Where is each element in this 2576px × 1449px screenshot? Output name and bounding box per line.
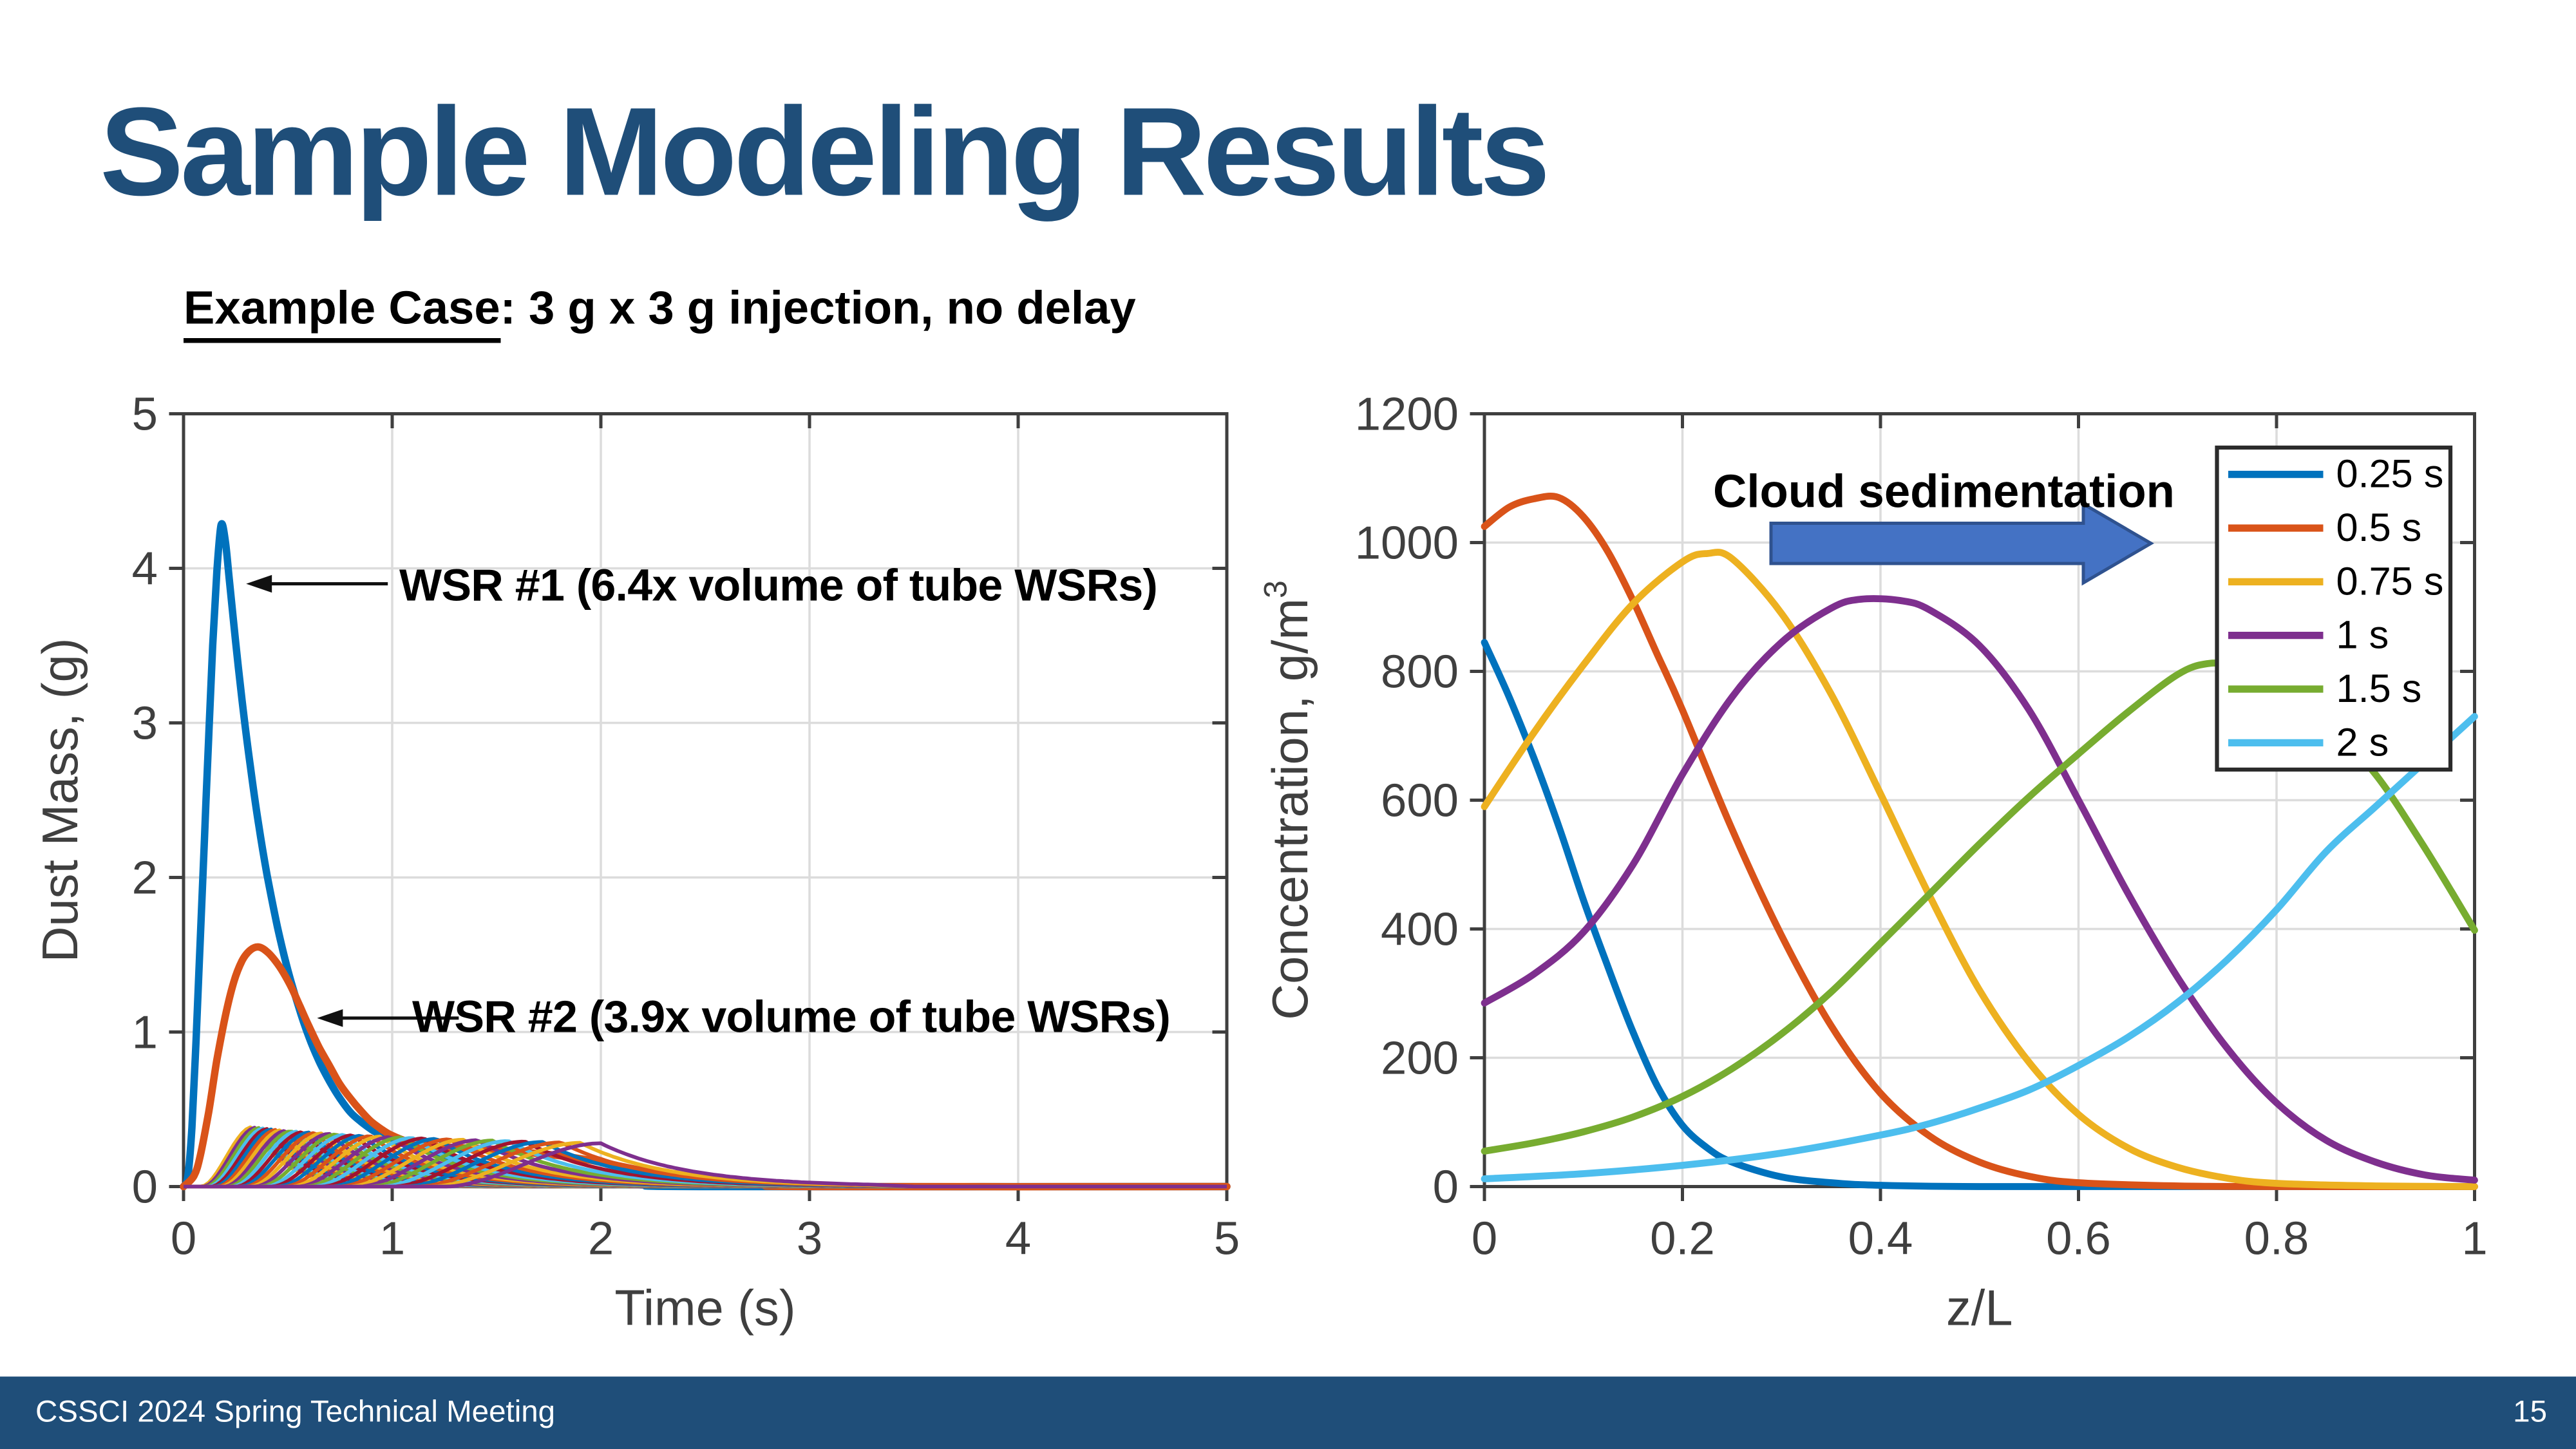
series-line-1-s bbox=[1481, 595, 2478, 1184]
y-tick-label: 5 bbox=[132, 388, 158, 440]
dust-mass-chart: 0 1 2 3 4 5 0 1 2 3 4 5 Time (s) Dust Mass, (g) bbox=[33, 388, 1240, 1336]
x-axis-label: Time (s) bbox=[614, 1281, 795, 1336]
y-tick-label: 1 bbox=[132, 1007, 158, 1059]
y-tick-label: 200 bbox=[1381, 1032, 1459, 1084]
x-tick-label: 1 bbox=[2461, 1213, 2487, 1265]
bundle-line bbox=[184, 1141, 1227, 1189]
y-tick-label: 400 bbox=[1381, 904, 1459, 956]
x-tick-label: 0.4 bbox=[1848, 1213, 1913, 1265]
y-tick-label: 3 bbox=[132, 697, 158, 750]
y-tick-label: 4 bbox=[132, 543, 158, 595]
y-tick-label: 0 bbox=[1433, 1161, 1459, 1213]
y-tick-label: 2 bbox=[132, 852, 158, 904]
y-axis-label: Concentration, g/m3 bbox=[1258, 580, 1319, 1020]
series-line-0-5-s bbox=[1481, 493, 2478, 1190]
x-tick-label: 1 bbox=[379, 1213, 405, 1265]
plot-box bbox=[182, 412, 1229, 1188]
cloud-sedimentation-label: Cloud sedimentation bbox=[1713, 467, 2175, 518]
page-number: 15 bbox=[2513, 1396, 2547, 1430]
subtitle-underlined-label: Example Case bbox=[184, 283, 500, 343]
x-tick-label: 0.6 bbox=[2046, 1213, 2111, 1265]
legend-label: 0.75 s bbox=[2336, 559, 2444, 603]
annotation-wsr2: WSR #2 (3.9x volume of tube WSRs) bbox=[412, 992, 1171, 1042]
subtitle-rest: : 3 g x 3 g injection, no delay bbox=[500, 283, 1136, 335]
y-tick-label: 0 bbox=[132, 1161, 158, 1213]
footer-text: CSSCI 2024 Spring Technical Meeting bbox=[35, 1396, 556, 1430]
x-tick-label: 0.2 bbox=[1650, 1213, 1715, 1265]
annotation-wsr1: WSR #1 (6.4x volume of tube WSRs) bbox=[399, 560, 1158, 611]
x-axis-label: z/L bbox=[1946, 1281, 2012, 1336]
x-tick-label: 3 bbox=[797, 1213, 822, 1265]
x-tick-label: 0 bbox=[1472, 1213, 1497, 1265]
legend-label: 0.5 s bbox=[2336, 506, 2422, 549]
y-tick-label: 1200 bbox=[1355, 388, 1459, 440]
series-line-2-s bbox=[1481, 713, 2478, 1182]
y-tick-label: 800 bbox=[1381, 646, 1459, 698]
x-tick-label: 5 bbox=[1214, 1213, 1240, 1265]
annotation-arrow-head bbox=[246, 574, 272, 593]
x-tick-label: 2 bbox=[588, 1213, 614, 1265]
legend-label: 1.5 s bbox=[2336, 667, 2422, 710]
x-tick-label: 0 bbox=[171, 1213, 196, 1265]
page-title: Sample Modeling Results bbox=[100, 80, 1550, 222]
legend-label: 1 s bbox=[2336, 613, 2389, 657]
series-line-0-75-s bbox=[1481, 549, 2478, 1190]
legend-box bbox=[2215, 445, 2453, 772]
y-tick-label: 1000 bbox=[1355, 517, 1459, 569]
legend-label: 2 s bbox=[2336, 720, 2389, 764]
footer-bar: CSSCI 2024 Spring Technical Meeting 15 bbox=[0, 1376, 2576, 1449]
x-tick-label: 4 bbox=[1005, 1213, 1031, 1265]
x-tick-label: 0.8 bbox=[2244, 1213, 2309, 1265]
series-line-0-25-s bbox=[1481, 639, 2478, 1190]
sedimentation-arrow bbox=[1769, 501, 2154, 586]
annotation-arrow-head bbox=[317, 1009, 343, 1027]
y-tick-label: 600 bbox=[1381, 775, 1459, 827]
y-axis-label: Dust Mass, (g) bbox=[33, 638, 88, 963]
concentration-chart: 0 0.2 0.4 0.6 0.8 1 0 200 400 600 800 1000 1200 z/L Co… bbox=[1258, 388, 2488, 1336]
subtitle: Example Case: 3 g x 3 g injection, no de… bbox=[184, 283, 1136, 343]
legend-label: 0.25 s bbox=[2336, 452, 2444, 496]
